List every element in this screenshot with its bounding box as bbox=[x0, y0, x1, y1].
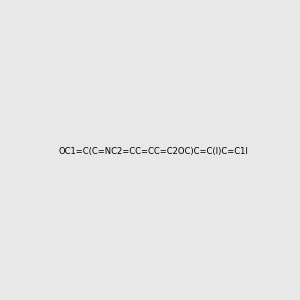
Text: OC1=C(C=NC2=CC=CC=C2OC)C=C(I)C=C1I: OC1=C(C=NC2=CC=CC=C2OC)C=C(I)C=C1I bbox=[59, 147, 249, 156]
